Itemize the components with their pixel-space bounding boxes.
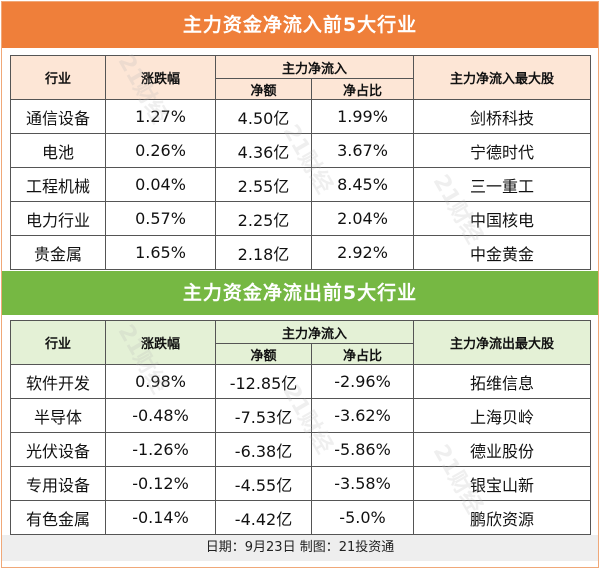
cell-change: 0.57% (105, 201, 216, 236)
outflow-header-row: 行业 涨跌幅 主力净流入 主力净流出最大股 (10, 320, 592, 365)
cell-amount: 2.25亿 (215, 201, 312, 236)
cell-industry: 有色金属 (10, 500, 106, 535)
table-row: 电力行业 0.57% 2.25亿 2.04% 中国核电 (10, 201, 592, 236)
cell-ratio: -5.86% (310, 432, 415, 467)
table-row: 工程机械 0.04% 2.55亿 8.45% 三一重工 (10, 167, 592, 202)
cell-amount: -4.42亿 (215, 500, 312, 535)
cell-ratio: 2.92% (310, 235, 415, 270)
cell-top-stock: 宁德时代 (413, 133, 592, 168)
outflow-rows: 软件开发 0.98% -12.85亿 -2.96% 拓维信息 半导体 -0.48% -7.5… (10, 364, 592, 535)
header-industry: 行业 (10, 320, 106, 365)
cell-top-stock: 中国核电 (413, 201, 592, 236)
cell-industry: 软件开发 (10, 364, 106, 399)
cell-ratio: -3.62% (310, 398, 415, 433)
table-row: 贵金属 1.65% 2.18亿 2.92% 中金黄金 (10, 235, 592, 270)
cell-amount: 2.18亿 (215, 235, 312, 270)
table-row: 光伏设备 -1.26% -6.38亿 -5.86% 德业股份 (10, 432, 592, 467)
cell-industry: 电池 (10, 133, 106, 168)
table-row: 半导体 -0.48% -7.53亿 -3.62% 上海贝岭 (10, 398, 592, 433)
footer-credit: 日期：9月23日 制图：21投资通 (2, 535, 598, 561)
cell-ratio: -5.0% (310, 500, 415, 535)
table-row: 通信设备 1.27% 4.50亿 1.99% 剑桥科技 (10, 99, 592, 134)
cell-change: 0.04% (105, 167, 216, 202)
header-change: 涨跌幅 (105, 320, 216, 365)
header-ratio: 净占比 (310, 78, 415, 100)
header-change: 涨跌幅 (105, 55, 216, 100)
header-top-stock: 主力净流入最大股 (413, 55, 592, 100)
cell-top-stock: 德业股份 (413, 432, 592, 467)
header-net-group: 主力净流入 (214, 320, 415, 344)
table-row: 软件开发 0.98% -12.85亿 -2.96% 拓维信息 (10, 364, 592, 399)
cell-top-stock: 鹏欣资源 (413, 500, 592, 535)
cell-top-stock: 剑桥科技 (413, 99, 592, 134)
cell-industry: 光伏设备 (10, 432, 106, 467)
cell-amount: 4.50亿 (215, 99, 312, 134)
cell-change: 1.27% (105, 99, 216, 134)
cell-top-stock: 银宝山新 (413, 466, 592, 501)
inflow-rows: 通信设备 1.27% 4.50亿 1.99% 剑桥科技 电池 0.26% 4.36亿 3.67… (10, 99, 592, 270)
header-net-group: 主力净流入 (214, 55, 415, 79)
cell-top-stock: 中金黄金 (413, 235, 592, 270)
cell-industry: 贵金属 (10, 235, 106, 270)
cell-change: -0.48% (105, 398, 216, 433)
header-industry: 行业 (10, 55, 106, 100)
cell-ratio: 8.45% (310, 167, 415, 202)
outflow-title: 主力资金净流出前5大行业 (2, 271, 598, 315)
header-ratio: 净占比 (310, 343, 415, 365)
header-amount: 净额 (215, 343, 312, 365)
header-amount: 净额 (215, 78, 312, 100)
cell-amount: -12.85亿 (215, 364, 312, 399)
cell-change: 0.98% (105, 364, 216, 399)
cell-ratio: 2.04% (310, 201, 415, 236)
outflow-table: 行业 涨跌幅 主力净流入 主力净流出最大股 净额 净占比 软件开发 0.98% -1… (10, 320, 592, 535)
table-row: 电池 0.26% 4.36亿 3.67% 宁德时代 (10, 133, 592, 168)
header-top-stock: 主力净流出最大股 (413, 320, 592, 365)
cell-amount: -4.55亿 (215, 466, 312, 501)
cell-change: 1.65% (105, 235, 216, 270)
cell-amount: -7.53亿 (215, 398, 312, 433)
cell-industry: 电力行业 (10, 201, 106, 236)
cell-change: 0.26% (105, 133, 216, 168)
cell-change: -0.14% (105, 500, 216, 535)
inflow-header-row: 行业 涨跌幅 主力净流入 主力净流入最大股 (10, 55, 592, 100)
inflow-table: 行业 涨跌幅 主力净流入 主力净流入最大股 净额 净占比 通信设备 1.27% 4.… (10, 55, 592, 270)
cell-amount: 4.36亿 (215, 133, 312, 168)
cell-ratio: -2.96% (310, 364, 415, 399)
cell-amount: -6.38亿 (215, 432, 312, 467)
cell-top-stock: 拓维信息 (413, 364, 592, 399)
cell-industry: 专用设备 (10, 466, 106, 501)
cell-top-stock: 三一重工 (413, 167, 592, 202)
inflow-title: 主力资金净流入前5大行业 (2, 2, 598, 48)
inflow-subheader-row: 净额 净占比 (11, 78, 591, 100)
cell-industry: 通信设备 (10, 99, 106, 134)
cell-ratio: 3.67% (310, 133, 415, 168)
cell-amount: 2.55亿 (215, 167, 312, 202)
outflow-subheader-row: 净额 净占比 (11, 343, 591, 365)
table-row: 有色金属 -0.14% -4.42亿 -5.0% 鹏欣资源 (10, 500, 592, 535)
cell-change: -0.12% (105, 466, 216, 501)
cell-ratio: -3.58% (310, 466, 415, 501)
cell-industry: 半导体 (10, 398, 106, 433)
cell-industry: 工程机械 (10, 167, 106, 202)
table-row: 专用设备 -0.12% -4.55亿 -3.58% 银宝山新 (10, 466, 592, 501)
cell-ratio: 1.99% (310, 99, 415, 134)
cell-change: -1.26% (105, 432, 216, 467)
cell-top-stock: 上海贝岭 (413, 398, 592, 433)
